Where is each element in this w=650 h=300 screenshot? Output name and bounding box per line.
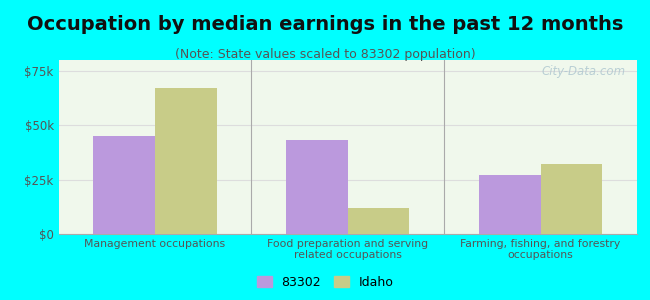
Legend: 83302, Idaho: 83302, Idaho [252, 271, 398, 294]
Bar [155, 88, 216, 234]
Text: Occupation by median earnings in the past 12 months: Occupation by median earnings in the pas… [27, 15, 623, 34]
Bar [286, 140, 348, 234]
Bar [479, 175, 541, 234]
Bar [348, 208, 410, 234]
Bar [541, 164, 603, 234]
Text: (Note: State values scaled to 83302 population): (Note: State values scaled to 83302 popu… [175, 48, 475, 61]
Text: City-Data.com: City-Data.com [541, 65, 625, 78]
Bar [93, 136, 155, 234]
